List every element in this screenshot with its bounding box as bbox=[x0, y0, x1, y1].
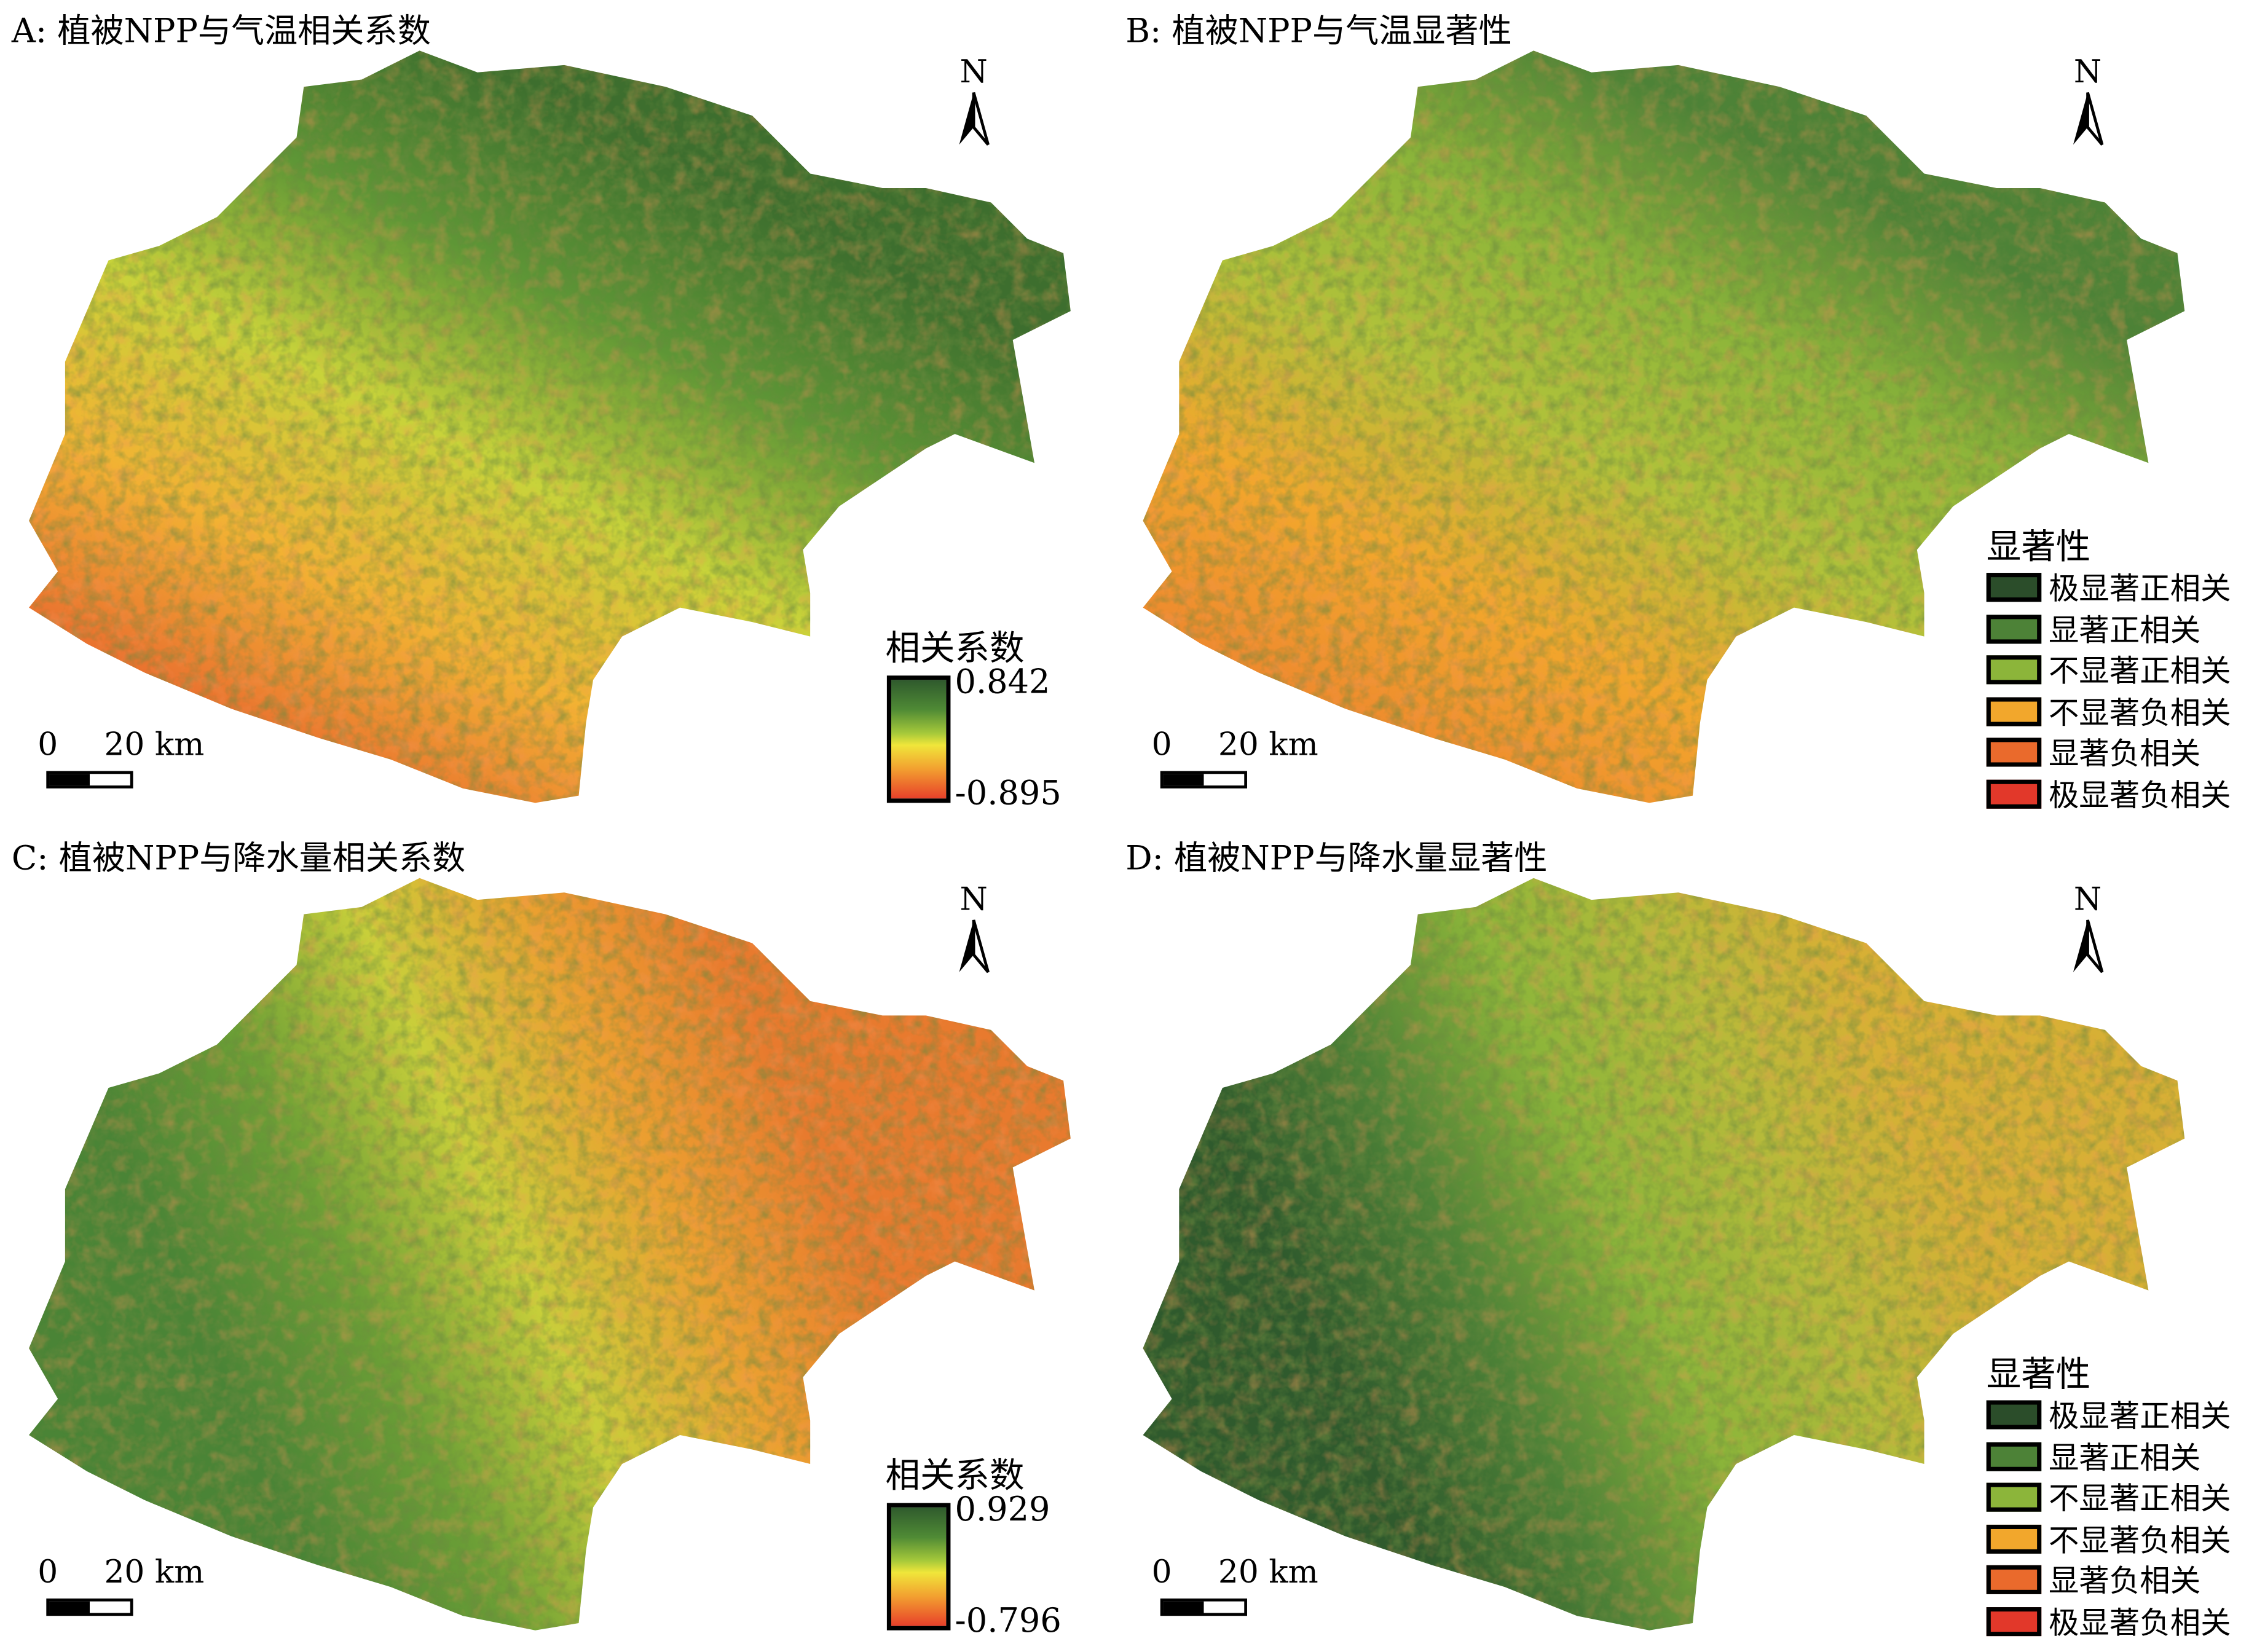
north-arrow: N bbox=[952, 55, 996, 153]
north-arrow-icon bbox=[959, 92, 990, 146]
panel-title: C: 植被NPP与降水量相关系数 bbox=[11, 840, 466, 878]
legend-swatch bbox=[1986, 779, 2042, 809]
scale-zero: 0 bbox=[1151, 727, 1172, 764]
legend-item: 极显著负相关 bbox=[1986, 1600, 2231, 1642]
scale-bar-graphic bbox=[46, 1598, 133, 1616]
legend-swatch bbox=[1986, 1565, 2042, 1595]
north-label: N bbox=[2073, 55, 2102, 92]
legend-label: 不显著正相关 bbox=[2048, 1481, 2231, 1517]
legend-title: 相关系数 bbox=[885, 627, 1025, 669]
color-ramp bbox=[886, 1503, 951, 1630]
north-arrow-icon bbox=[959, 919, 990, 974]
scale-zero: 0 bbox=[37, 727, 58, 764]
scale-distance: 20 km bbox=[1218, 727, 1318, 764]
legend-label: 不显著负相关 bbox=[2048, 695, 2231, 731]
scale-zero: 0 bbox=[1151, 1555, 1172, 1592]
map-panel-c: C: 植被NPP与降水量相关系数 N 0 20 km 相关系数 0.929 -0… bbox=[0, 827, 1114, 1652]
scale-zero: 0 bbox=[37, 1555, 58, 1592]
map-panel-d: D: 植被NPP与降水量显著性 N 0 20 km 显著性极显著正相关 显著正相关… bbox=[1114, 827, 2231, 1652]
legend-label: 极显著负相关 bbox=[2048, 777, 2231, 813]
legend-max-label: 0.929 bbox=[955, 1491, 1050, 1529]
scale-bar-graphic bbox=[46, 771, 133, 789]
scale-distance: 20 km bbox=[1218, 1555, 1318, 1592]
panel-title: A: 植被NPP与气温相关系数 bbox=[11, 13, 431, 51]
color-ramp bbox=[886, 675, 951, 803]
panel-title: D: 植被NPP与降水量显著性 bbox=[1125, 840, 1548, 878]
map-panel-b: B: 植被NPP与气温显著性 N 0 20 km 显著性极显著正相关 显著正相关不… bbox=[1114, 0, 2231, 825]
legend-swatch bbox=[1986, 1442, 2042, 1471]
significance-legend: 显著性极显著正相关 显著正相关不显著正相关 不显著负相关 显著负相关极显著负相关 bbox=[1986, 526, 2231, 814]
legend-label: 显著正相关 bbox=[2048, 613, 2201, 648]
map-panel-a: A: 植被NPP与气温相关系数 N 0 20 km 相关系数 0.842 -0.… bbox=[0, 0, 1114, 825]
north-arrow: N bbox=[2066, 55, 2109, 153]
legend-swatch bbox=[1986, 738, 2042, 768]
north-arrow: N bbox=[2066, 882, 2109, 981]
legend-max-label: 0.842 bbox=[955, 664, 1050, 702]
legend-item: 显著负相关 bbox=[1986, 732, 2231, 773]
north-label: N bbox=[2073, 882, 2102, 919]
north-arrow-icon bbox=[2073, 92, 2104, 146]
legend-swatch bbox=[1986, 573, 2042, 602]
legend-label: 不显著正相关 bbox=[2048, 654, 2231, 689]
north-label: N bbox=[959, 55, 988, 92]
legend-item: 不显著正相关 bbox=[1986, 1477, 2231, 1518]
legend-swatch bbox=[1986, 1401, 2042, 1430]
panel-title: B: 植被NPP与气温显著性 bbox=[1125, 13, 1512, 51]
north-label: N bbox=[959, 882, 988, 919]
legend-item: 不显著负相关 bbox=[1986, 1518, 2231, 1559]
legend-label: 极显著负相关 bbox=[2048, 1605, 2231, 1640]
legend-item: 极显著正相关 bbox=[1986, 567, 2231, 608]
legend-swatch bbox=[1986, 1524, 2042, 1554]
legend-item: 极显著负相关 bbox=[1986, 773, 2231, 814]
north-arrow: N bbox=[952, 882, 996, 981]
legend-swatch bbox=[1986, 696, 2042, 726]
legend-item: 显著正相关 bbox=[1986, 1436, 2231, 1477]
legend-title: 显著性 bbox=[1986, 526, 2091, 567]
legend-title: 相关系数 bbox=[885, 1455, 1025, 1496]
legend-item: 不显著正相关 bbox=[1986, 650, 2231, 691]
scale-distance: 20 km bbox=[104, 727, 205, 764]
legend-label: 显著负相关 bbox=[2048, 736, 2201, 772]
north-arrow-icon bbox=[2073, 919, 2104, 974]
legend-item: 不显著负相关 bbox=[1986, 691, 2231, 732]
scale-bar-graphic bbox=[1160, 771, 1247, 789]
legend-swatch bbox=[1986, 1607, 2042, 1636]
legend-label: 不显著负相关 bbox=[2048, 1522, 2231, 1558]
legend-min-label: -0.895 bbox=[955, 775, 1062, 813]
legend-label: 极显著正相关 bbox=[2048, 572, 2231, 607]
legend-item: 极显著正相关 bbox=[1986, 1394, 2231, 1436]
legend-min-label: -0.796 bbox=[955, 1603, 1062, 1641]
legend-label: 极显著正相关 bbox=[2048, 1399, 2231, 1434]
legend-swatch bbox=[1986, 614, 2042, 643]
legend-item: 显著负相关 bbox=[1986, 1559, 2231, 1600]
legend-label: 显著正相关 bbox=[2048, 1440, 2201, 1476]
significance-legend: 显著性极显著正相关 显著正相关不显著正相关 不显著负相关 显著负相关极显著负相关 bbox=[1986, 1354, 2231, 1642]
scale-bar-graphic bbox=[1160, 1598, 1247, 1616]
scale-distance: 20 km bbox=[104, 1555, 205, 1592]
legend-item: 显著正相关 bbox=[1986, 608, 2231, 650]
legend-title: 显著性 bbox=[1986, 1354, 2091, 1395]
legend-swatch bbox=[1986, 1483, 2042, 1512]
legend-label: 显著负相关 bbox=[2048, 1564, 2201, 1599]
legend-swatch bbox=[1986, 655, 2042, 685]
